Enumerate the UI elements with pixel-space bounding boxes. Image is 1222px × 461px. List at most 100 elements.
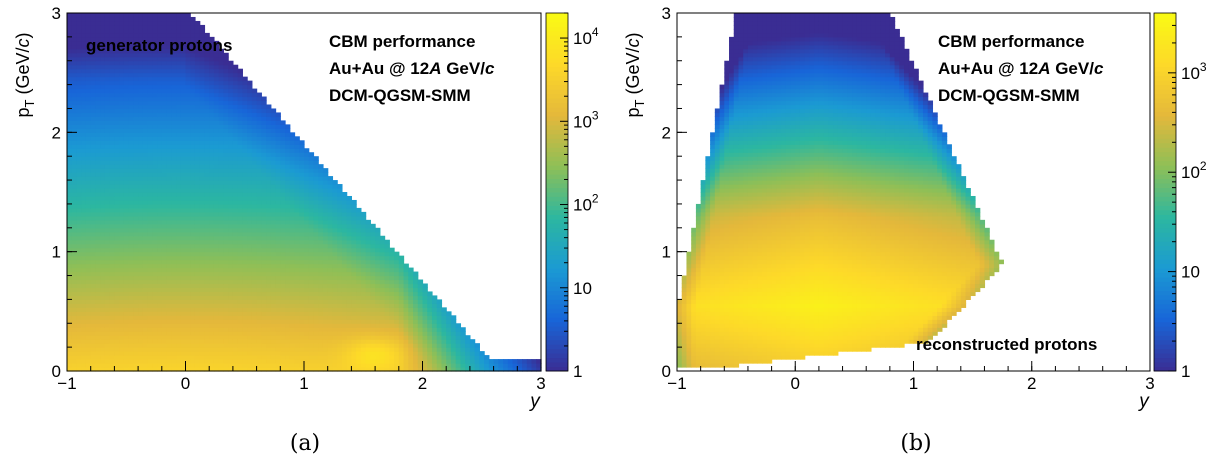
- heatmap-cell: [346, 311, 352, 316]
- heatmap-cell: [232, 227, 239, 233]
- heatmap-cell: [384, 295, 390, 300]
- heatmap-cell: [85, 303, 92, 308]
- heatmap-cell: [114, 120, 120, 125]
- heatmap-cell: [114, 223, 120, 229]
- heatmap-cell: [256, 148, 262, 153]
- heatmap-cell: [213, 251, 220, 257]
- heatmap-cell: [280, 335, 286, 340]
- heatmap-cell: [308, 160, 315, 165]
- heatmap-cell: [90, 227, 97, 233]
- heatmap-cell: [351, 303, 357, 308]
- heatmap-cell: [204, 199, 210, 205]
- heatmap-cell: [389, 363, 395, 368]
- heatmap-cell: [194, 291, 201, 297]
- heatmap-cell: [147, 128, 153, 133]
- heatmap-cell: [157, 56, 163, 62]
- heatmap-cell: [199, 164, 206, 169]
- heatmap-cell: [176, 315, 182, 320]
- heatmap-cell: [360, 255, 367, 261]
- heatmap-cell: [304, 203, 310, 209]
- heatmap-cell: [270, 271, 277, 277]
- heatmap-cell: [176, 283, 182, 289]
- heatmap-cell: [256, 355, 262, 360]
- heatmap-cell: [104, 60, 111, 66]
- heatmap-cell: [223, 168, 229, 173]
- heatmap-cell: [275, 168, 281, 173]
- heatmap-cell: [138, 311, 144, 316]
- heatmap-cell: [351, 283, 357, 289]
- heatmap-cell: [341, 323, 348, 328]
- heatmap-cell: [237, 211, 243, 217]
- heatmap-cell: [157, 335, 163, 340]
- heatmap-cell: [275, 124, 281, 129]
- heatmap-cell: [256, 335, 262, 340]
- heatmap-cell: [251, 180, 258, 185]
- heatmap-cell: [299, 203, 305, 209]
- heatmap-cell: [209, 140, 215, 145]
- heatmap-cell: [285, 299, 291, 304]
- heatmap-cell: [223, 120, 229, 125]
- heatmap-cell: [119, 92, 125, 98]
- heatmap-cell: [204, 116, 210, 121]
- heatmap-cell: [104, 223, 111, 229]
- heatmap-cell: [176, 44, 182, 50]
- heatmap-cell: [190, 120, 196, 125]
- heatmap-cell: [123, 283, 130, 289]
- heatmap-cell: [104, 275, 111, 281]
- heatmap-cell: [114, 13, 120, 18]
- heatmap-cell: [81, 263, 87, 269]
- heatmap-cell: [237, 152, 243, 157]
- heatmap-cell: [152, 104, 158, 110]
- heatmap-cell: [237, 351, 243, 356]
- heatmap-cell: [157, 247, 163, 253]
- heatmap-cell: [119, 160, 125, 165]
- heatmap-cell: [176, 24, 182, 30]
- heatmap-cell: [194, 267, 201, 273]
- heatmap-cell: [223, 172, 229, 177]
- heatmap-cell: [389, 311, 395, 316]
- heatmap-cell: [133, 76, 139, 82]
- heatmap-cell: [157, 199, 163, 205]
- heatmap-cell: [114, 56, 120, 62]
- heatmap-cell: [285, 235, 291, 241]
- heatmap-cell: [85, 24, 92, 30]
- heatmap-cell: [389, 251, 395, 257]
- heatmap-cell: [95, 215, 101, 221]
- heatmap-cell: [67, 28, 73, 34]
- heatmap-cell: [199, 172, 206, 177]
- heatmap-cell: [266, 215, 272, 221]
- heatmap-cell: [194, 144, 201, 149]
- heatmap-cell: [275, 231, 281, 237]
- heatmap-cell: [275, 219, 281, 225]
- heatmap-cell: [81, 92, 87, 98]
- heatmap-cell: [375, 271, 381, 277]
- heatmap-cell: [176, 72, 182, 78]
- heatmap-cell: [289, 263, 296, 269]
- heatmap-cell: [100, 263, 106, 269]
- heatmap-cell: [109, 271, 115, 277]
- heatmap-cell: [275, 195, 281, 201]
- heatmap-cell: [142, 172, 149, 177]
- heatmap-cell: [304, 263, 310, 269]
- heatmap-cell: [256, 291, 262, 297]
- heatmap-cell: [218, 343, 225, 348]
- heatmap-cell: [76, 164, 82, 169]
- heatmap-cell: [242, 267, 248, 273]
- heatmap-cell: [147, 80, 153, 86]
- heatmap-cell: [100, 243, 106, 249]
- heatmap-cell: [294, 367, 300, 372]
- heatmap-cell: [76, 56, 82, 62]
- heatmap-cell: [289, 299, 296, 304]
- heatmap-cell: [370, 359, 376, 364]
- heatmap-cell: [138, 112, 144, 118]
- heatmap-cell: [67, 211, 73, 217]
- heatmap-cell: [218, 255, 225, 261]
- heatmap-cell: [119, 180, 125, 185]
- heatmap-cell: [133, 180, 139, 185]
- heatmap-cell: [67, 140, 73, 145]
- heatmap-cell: [194, 251, 201, 257]
- heatmap-cell: [157, 164, 163, 169]
- heatmap-cell: [123, 13, 130, 18]
- heatmap-cell: [194, 219, 201, 225]
- heatmap-cell: [171, 72, 177, 78]
